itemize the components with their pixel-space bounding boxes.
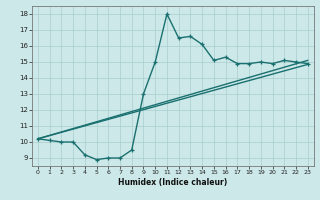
X-axis label: Humidex (Indice chaleur): Humidex (Indice chaleur): [118, 178, 228, 187]
